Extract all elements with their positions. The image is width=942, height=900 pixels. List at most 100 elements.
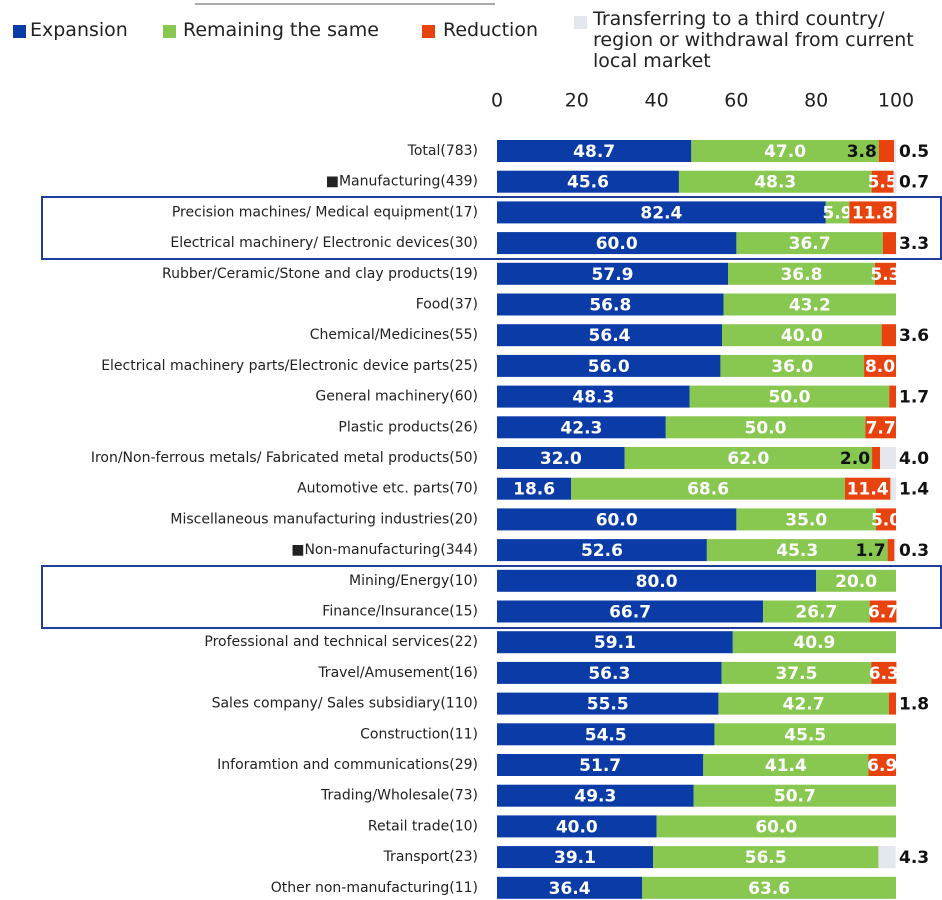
legend-label: Transferring to a third country/ region … (593, 8, 914, 72)
category-label: Miscellaneous manufacturing industries(2… (170, 511, 478, 527)
bar-segment (689, 385, 890, 408)
bar-segment (893, 170, 897, 193)
value-label: 1.7 (855, 541, 885, 561)
bar-segment (736, 232, 883, 255)
value-label: 68.6 (687, 480, 729, 500)
bar-segment (665, 416, 866, 439)
value-label: 48.3 (572, 388, 614, 408)
category-label: Other non-manufacturing(11) (271, 880, 478, 896)
bar-segment (732, 631, 896, 654)
value-label: 56.3 (588, 664, 630, 684)
bar-segment (497, 477, 572, 500)
bar-segment (722, 324, 882, 347)
bar-segment (497, 754, 704, 776)
highlight-box (41, 565, 942, 629)
value-label: 3.8 (847, 142, 877, 162)
value-label: 40.0 (781, 326, 823, 346)
bar-segment (882, 232, 896, 255)
category-label: General machinery(60) (315, 389, 478, 405)
value-label: 56.0 (588, 357, 630, 377)
legend-swatch (422, 25, 435, 38)
value-label: 45.5 (784, 725, 826, 745)
bar-segment (888, 692, 896, 715)
category-label: Plastic products(26) (338, 419, 478, 435)
bar-segment (880, 447, 896, 469)
x-tick-label: 20 (565, 90, 589, 112)
category-label: Professional and technical services(22) (204, 634, 478, 650)
category-label: Mining/Energy(10) (349, 573, 478, 589)
value-label: 0.5 (899, 142, 929, 162)
bar-segment (497, 846, 654, 869)
value-label: 36.7 (789, 234, 831, 254)
bar-segment (876, 508, 896, 531)
bar-segment (497, 815, 657, 838)
bar-segment (889, 385, 896, 408)
category-label: Iron/Non-ferrous metals/ Fabricated meta… (91, 450, 478, 466)
value-label: 41.4 (765, 756, 807, 776)
value-label: 6.7 (868, 603, 898, 623)
legend-label: Reduction (443, 19, 538, 41)
value-label: 62.0 (727, 449, 769, 469)
bar-segment (497, 447, 625, 469)
value-label: 11.8 (852, 203, 894, 223)
value-label: 36.8 (780, 265, 822, 285)
category-label: Sales company/ Sales subsidiary(110) (212, 696, 478, 712)
value-label: 5.5 (868, 173, 898, 193)
value-label: 54.5 (585, 725, 627, 745)
bar-segment (497, 692, 719, 715)
value-label: 80.0 (636, 572, 678, 592)
value-label: 48.7 (573, 142, 615, 162)
bar-segment (497, 262, 729, 285)
bar-segment (497, 631, 733, 654)
value-label: 0.7 (899, 173, 929, 193)
bar-segment (703, 754, 869, 776)
value-label: 60.0 (755, 817, 797, 837)
category-label: ■Non-manufacturing(344) (291, 542, 478, 558)
bar-segment (878, 846, 896, 869)
bar-segment (728, 262, 875, 285)
bar-segment (881, 324, 896, 347)
bar-segment (497, 385, 690, 408)
bar-segment (763, 600, 870, 623)
bar-segment (871, 661, 897, 684)
value-label: 37.5 (775, 664, 817, 684)
value-label: 2.0 (840, 449, 870, 469)
bar-segment (894, 539, 896, 562)
bar-segment (736, 508, 877, 531)
bar-segment (844, 477, 891, 500)
bar-segment (656, 815, 896, 838)
value-label: 50.7 (774, 787, 816, 807)
value-label: 56.4 (589, 326, 631, 346)
value-label: 7.7 (866, 418, 896, 438)
value-label: 8.0 (865, 357, 895, 377)
category-label: Total(783) (407, 143, 478, 159)
value-label: 60.0 (596, 510, 638, 530)
value-label: 50.0 (768, 388, 810, 408)
value-label: 56.8 (589, 296, 631, 316)
value-label: 39.1 (554, 848, 596, 868)
category-label: Chemical/Medicines(55) (310, 327, 478, 343)
bar-segment (872, 447, 881, 469)
value-label: 5.3 (870, 265, 900, 285)
bar-segment (868, 754, 896, 776)
value-label: 40.9 (793, 633, 835, 653)
value-label: 45.6 (567, 173, 609, 193)
value-label: 36.0 (771, 357, 813, 377)
value-label: 56.5 (745, 848, 787, 868)
bar-segment (497, 876, 643, 899)
bar-segment (714, 723, 896, 746)
value-label: 18.6 (513, 480, 555, 500)
bar-segment (720, 354, 865, 377)
category-label: Retail trade(10) (368, 818, 478, 834)
category-label: Transport(23) (383, 849, 478, 865)
bar-segment (865, 416, 896, 439)
value-label: 6.9 (867, 756, 897, 776)
bar-segment (497, 569, 817, 592)
value-label: 52.6 (581, 541, 623, 561)
bar-segment (678, 170, 872, 193)
value-label: 6.3 (869, 664, 899, 684)
bar-segment (571, 477, 845, 500)
bar-segment (693, 784, 896, 807)
legend-swatch (13, 25, 26, 38)
